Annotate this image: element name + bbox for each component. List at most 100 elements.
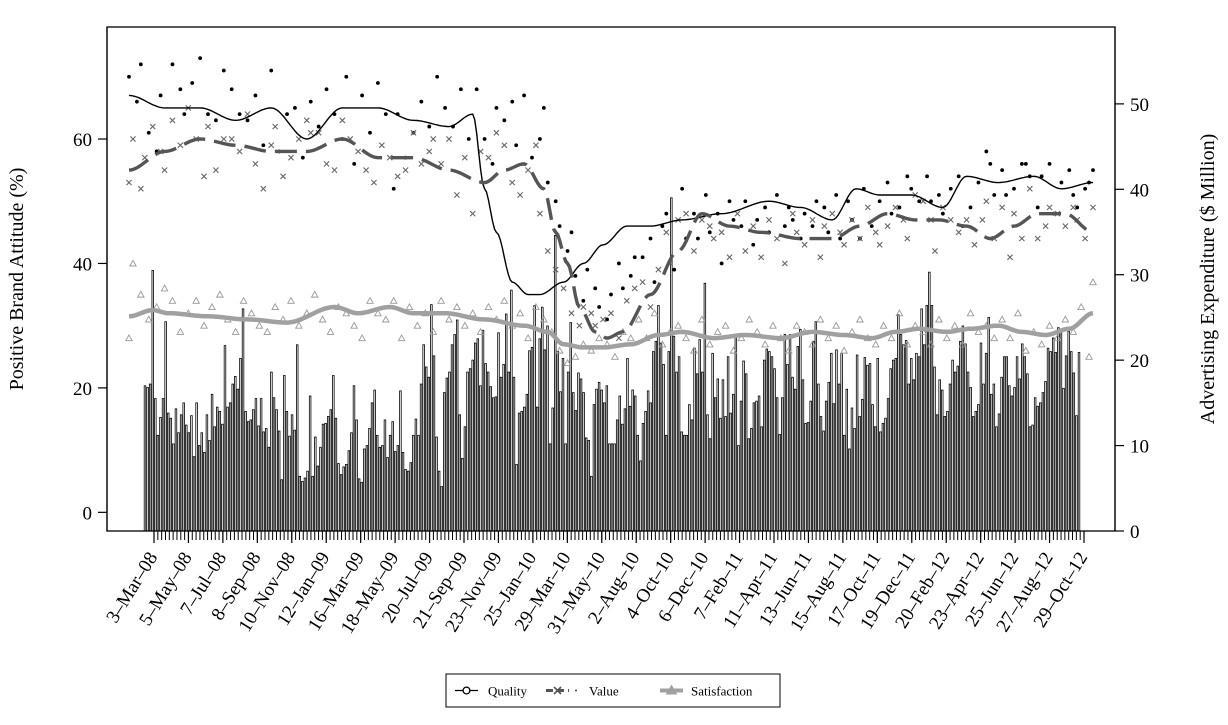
quality-point (170, 62, 175, 67)
value-point (856, 235, 863, 242)
value-point (501, 142, 508, 149)
ad-bar (737, 445, 740, 532)
value-point (979, 216, 986, 223)
ad-bar (334, 417, 338, 532)
value-point (252, 160, 259, 167)
satisfaction-point (310, 290, 319, 298)
ad-bar (817, 383, 820, 532)
ad-bar (706, 414, 709, 532)
ad-bar (388, 434, 392, 532)
ad-bar (370, 402, 374, 532)
satisfaction-point (445, 315, 453, 323)
satisfaction-point (476, 327, 485, 335)
quality-point (466, 137, 471, 141)
value-point (683, 210, 690, 217)
value-point (983, 198, 990, 205)
quality-point (214, 118, 218, 123)
ad-bar (288, 435, 291, 532)
satisfaction-point (531, 302, 540, 311)
quality-point (956, 174, 961, 179)
ad-bar (409, 462, 412, 532)
ad-bar (646, 390, 650, 532)
quality-point (1000, 168, 1005, 173)
satisfaction-point (516, 309, 525, 317)
ad-bar (448, 371, 451, 532)
value-trend-line (128, 137, 1094, 340)
value-point (615, 335, 622, 342)
ad-bar (1054, 352, 1057, 532)
quality-point (474, 87, 479, 92)
ad-bar (172, 443, 175, 532)
ad-bar (257, 425, 260, 532)
quality-point (877, 199, 882, 204)
ad-bar (507, 371, 511, 532)
ad-bar (517, 412, 521, 532)
ad-bar (889, 368, 892, 532)
value-point (493, 129, 500, 136)
ad-bar (538, 338, 541, 532)
ad-bar (246, 421, 250, 532)
value-point (485, 154, 492, 161)
ad-bar (716, 378, 719, 532)
quality-point (482, 137, 487, 141)
quality-point (490, 161, 495, 166)
ad-bar (252, 409, 255, 532)
ad-bar (652, 351, 655, 532)
left-tick-label: 20 (73, 379, 92, 400)
ad-bar (734, 334, 738, 532)
ad-bar (228, 402, 232, 532)
ad-bar (316, 465, 320, 532)
value-point (580, 304, 587, 310)
ad-bar (680, 431, 683, 532)
value-point (177, 142, 184, 149)
ad-bar (778, 434, 781, 532)
quality-point (300, 155, 305, 160)
ad-bar (365, 445, 369, 532)
ad-bar (453, 334, 456, 532)
quality-point (692, 211, 696, 216)
ad-bar (445, 377, 449, 532)
ad-bar (623, 408, 627, 532)
ad-bar (688, 404, 691, 532)
quality-point (1019, 161, 1024, 166)
ad-bar (177, 432, 180, 532)
ad-bar (432, 355, 436, 532)
left-tick-label: 40 (73, 254, 92, 275)
ad-bar (218, 411, 222, 532)
legend-swatch-marker (665, 684, 678, 695)
ad-bar (213, 426, 216, 532)
right-tick-label: 10 (1130, 437, 1149, 458)
quality-point (940, 211, 945, 216)
satisfaction-point (887, 333, 896, 342)
ad-bar (1075, 415, 1078, 532)
ad-bar (324, 422, 327, 532)
ad-bar (675, 371, 678, 532)
legend-item-satisfaction: Satisfaction (660, 684, 753, 699)
ad-bar (1046, 347, 1050, 532)
satisfaction-point (484, 302, 493, 311)
ad-bar (381, 445, 384, 532)
quality-point (182, 112, 187, 117)
value-point (410, 129, 417, 136)
value-point (742, 248, 749, 254)
ad-bar (796, 346, 799, 532)
value-point (370, 179, 377, 186)
ad-bar (701, 371, 704, 532)
ad-bar (419, 383, 423, 532)
ad-bar (912, 379, 916, 532)
ad-bar (347, 450, 351, 532)
left-axis: 0 20 40 60 (73, 27, 108, 531)
quality-point (237, 112, 242, 117)
value-point (568, 310, 575, 317)
quality-point (739, 224, 744, 229)
ad-bar (1041, 392, 1045, 532)
ad-bar (203, 452, 206, 532)
satisfaction-point (919, 327, 928, 335)
ad-bar (1052, 337, 1055, 532)
satisfaction-point (745, 315, 754, 323)
ad-bar (1028, 426, 1032, 532)
satisfaction-point (381, 315, 390, 323)
legend: Quality Value Satisfaction (445, 673, 781, 708)
ad-bar (463, 426, 467, 532)
ad-bar (494, 396, 498, 532)
